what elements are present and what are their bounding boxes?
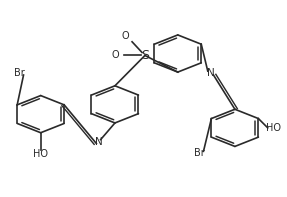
Text: N: N <box>207 68 214 78</box>
Text: Br: Br <box>194 148 205 158</box>
Text: O: O <box>111 50 119 60</box>
Text: S: S <box>141 49 149 62</box>
Text: HO: HO <box>266 123 281 133</box>
Text: HO: HO <box>33 149 48 159</box>
Text: N: N <box>95 137 103 147</box>
Text: O: O <box>121 31 129 41</box>
Text: Br: Br <box>14 68 25 78</box>
